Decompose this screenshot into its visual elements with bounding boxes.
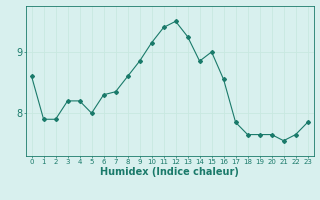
X-axis label: Humidex (Indice chaleur): Humidex (Indice chaleur) [100,167,239,177]
